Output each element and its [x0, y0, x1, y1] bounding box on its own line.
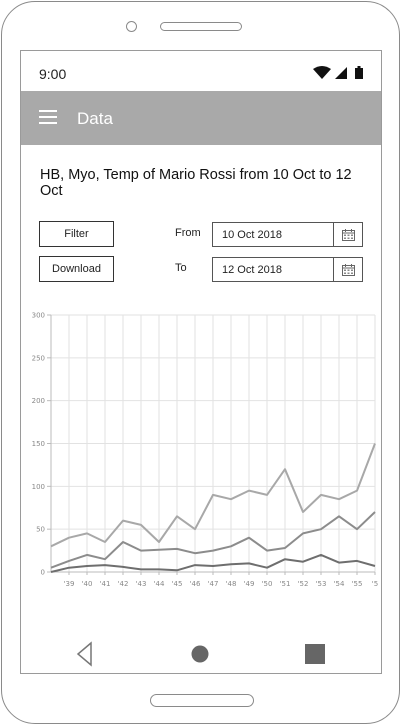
x-tick-label: '40 [82, 580, 93, 588]
x-tick-label: '48 [226, 580, 237, 588]
x-tick-label: '49 [244, 580, 255, 588]
y-tick-label: 200 [32, 397, 45, 405]
y-tick-label: 300 [32, 312, 45, 320]
x-tick-label: '39 [64, 580, 75, 588]
to-date-input[interactable] [213, 258, 333, 281]
x-tick-label: '5 [372, 580, 378, 588]
calendar-icon[interactable] [333, 223, 362, 246]
x-tick-label: '46 [190, 580, 201, 588]
signal-icon [335, 67, 347, 79]
y-tick-label: 250 [32, 354, 45, 362]
series-line-2 [50, 511, 376, 569]
app-bar-title: Data [77, 109, 113, 128]
series-line-3 [50, 553, 376, 573]
screen: 9:00 Data HB, Myo, Temp of Mario Rossi f… [20, 50, 382, 674]
y-tick-label: 0 [41, 569, 45, 577]
wifi-icon [313, 66, 331, 79]
x-tick-label: '42 [118, 580, 129, 588]
x-tick-label: '52 [298, 580, 309, 588]
back-triangle-icon[interactable] [76, 641, 94, 667]
status-bar: 9:00 [21, 51, 381, 91]
line-chart: 0 50 100 150 200 250 300 '39 '40 '41 '42 '43 '44 '45 '… [32, 312, 379, 589]
from-label: From [175, 227, 201, 239]
x-tick-label: '54 [334, 580, 345, 588]
status-icons [313, 66, 363, 79]
battery-icon [355, 66, 363, 79]
series-line-1 [50, 443, 376, 548]
from-date-input[interactable] [213, 223, 333, 246]
to-date-field [212, 257, 363, 282]
recents-square-icon[interactable] [305, 644, 325, 664]
x-tick-label: '50 [262, 580, 273, 588]
navigation-bar [21, 631, 381, 673]
to-label: To [175, 262, 187, 274]
front-camera [126, 21, 137, 32]
earpiece-speaker [160, 22, 242, 31]
x-tick-label: '51 [280, 580, 291, 588]
y-tick-label: 150 [32, 440, 45, 448]
x-tick-label: '53 [316, 580, 327, 588]
hardware-home-pill [150, 694, 254, 707]
x-tick-label: '45 [172, 580, 183, 588]
hamburger-menu-icon[interactable] [39, 110, 57, 124]
filter-button[interactable]: Filter [39, 221, 114, 247]
y-tick-label: 50 [36, 526, 45, 534]
page-title: HB, Myo, Temp of Mario Rossi from 10 Oct… [40, 167, 352, 199]
y-tick-label: 100 [32, 483, 45, 491]
app-bar: Data [21, 91, 381, 145]
home-circle-icon[interactable] [191, 645, 209, 663]
x-tick-label: '55 [352, 580, 363, 588]
x-tick-label: '47 [208, 580, 219, 588]
from-date-field [212, 222, 363, 247]
download-button[interactable]: Download [39, 256, 114, 282]
x-tick-label: '41 [100, 580, 111, 588]
calendar-icon[interactable] [333, 258, 362, 281]
status-time: 9:00 [39, 66, 67, 82]
x-tick-label: '43 [136, 580, 147, 588]
x-tick-label: '44 [154, 580, 165, 588]
